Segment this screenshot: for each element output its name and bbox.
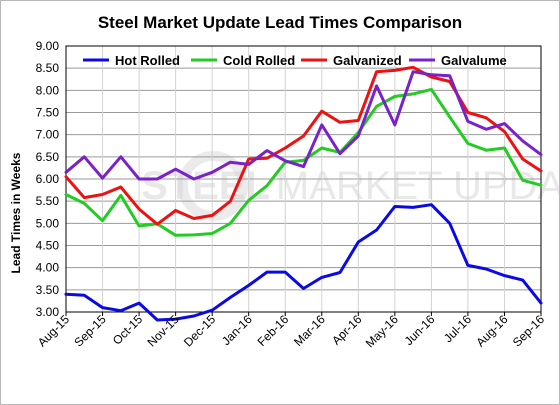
y-tick-label: 3.00 [36,305,60,319]
y-tick-label: 4.00 [36,261,60,275]
y-tick-label: 4.50 [36,239,60,253]
x-tick-label: Sep-16 [510,312,547,349]
legend-label: Galvalume [441,53,507,68]
series-line-galvalume [64,70,543,181]
y-tick-label: 6.00 [36,172,60,186]
x-axis-ticks: Aug-15 Sep-15 Oct-15 Nov-15 Dec-15 Jan-16 Feb-… [35,312,547,350]
series-layer [64,65,543,322]
x-tick-label: Aug-16 [473,312,510,349]
y-tick-label: 6.50 [36,150,60,164]
y-tick-label: 5.50 [36,194,60,208]
series-line-cold-rolled [64,87,543,237]
x-tick-label: Jun-16 [402,312,438,348]
series-line-hot-rolled [64,203,543,322]
chart-title: Steel Market Update Lead Times Compariso… [98,13,462,32]
legend-label: Hot Rolled [115,53,180,68]
legend: Hot Rolled Cold Rolled Galvanized Galvalume [83,53,507,68]
x-tick-label: Mar-16 [291,312,328,349]
y-tick-label: 5.00 [36,216,60,230]
x-tick-label: Jan-16 [219,312,255,348]
legend-label: Galvanized [333,53,402,68]
x-tick-label: Sep-15 [71,312,108,349]
x-tick-label: Oct-15 [110,312,146,348]
y-tick-label: 7.00 [36,128,60,142]
x-tick-label: Apr-16 [329,312,365,348]
y-tick-label: 7.50 [36,106,60,120]
y-tick-label: 3.50 [36,283,60,297]
y-tick-label: 8.00 [36,83,60,97]
x-tick-label: Feb-16 [255,312,292,349]
y-axis-ticks: 3.00 3.50 4.00 4.50 5.00 5.50 6.00 6.50 7.00 7.50… [36,39,60,319]
y-axis-label: Lead Times in Weeks [9,152,23,273]
x-tick-label: Nov-15 [144,312,181,349]
y-tick-label: 9.00 [36,39,60,53]
x-tick-label: Jul-16 [441,312,474,345]
y-tick-label: 8.50 [36,61,60,75]
legend-label: Cold Rolled [223,53,295,68]
x-tick-label: May-16 [363,312,401,350]
